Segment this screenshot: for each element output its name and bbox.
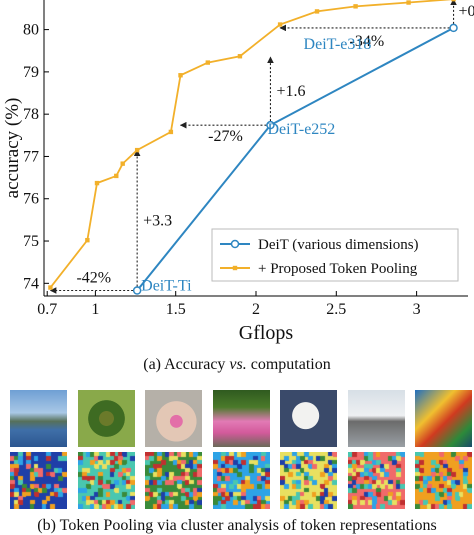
x-tick-label: 2.5: [326, 301, 346, 318]
legend-marker: [230, 239, 240, 249]
y-tick-label: 80: [23, 22, 39, 39]
data-point: [266, 120, 275, 130]
cluster-map: [10, 452, 67, 509]
photo-parrots: [415, 390, 472, 447]
data-point: [353, 4, 358, 9]
data-point: [451, 0, 456, 2]
y-tick-label: 79: [23, 64, 39, 81]
annotation-label: -42%: [76, 270, 111, 287]
data-point: [205, 60, 211, 65]
data-point: [237, 54, 243, 59]
photo-person-in-pink-tutu: [212, 390, 270, 447]
x-tick-label: 1: [91, 301, 99, 318]
x-tick-label: 3: [413, 301, 421, 318]
point-label: DeiT-Ti: [141, 278, 192, 295]
x-axis-label: Gflops: [239, 322, 294, 344]
photo-bicycle: [347, 390, 405, 447]
data-point: [132, 286, 142, 295]
data-point: [114, 173, 119, 179]
data-point: [449, 23, 458, 33]
cluster-map: [145, 452, 202, 509]
caption-b: (b) Token Pooling via cluster analysis o…: [37, 517, 437, 534]
image-strip: [10, 390, 474, 515]
y-tick-label: 75: [23, 233, 39, 250]
data-point: [120, 161, 125, 166]
photo-insect-on-leaf: [77, 390, 135, 447]
legend-marker: [232, 265, 238, 271]
x-tick-label: 2: [252, 301, 260, 318]
cluster-map: [77, 452, 135, 509]
data-point: [314, 9, 320, 14]
cluster-map: [212, 452, 270, 509]
cluster-map-canvas: [347, 452, 405, 509]
legend-label: + Proposed Token Pooling: [258, 261, 418, 277]
data-point: [178, 73, 183, 78]
y-tick-label: 74: [23, 275, 39, 292]
cluster-map-canvas: [212, 452, 270, 509]
y-tick-label: 78: [23, 106, 39, 123]
annotation-label: -34%: [349, 33, 384, 50]
cluster-map: [415, 452, 472, 509]
legend: DeiT (various dimensions) + Proposed Toke…: [211, 228, 459, 282]
accuracy-chart: 0.7 1 1.5 2 2.5 3 74 75 76 77 78 79 80 Gflops accuracy…: [2, 0, 474, 344]
y-tick-label: 77: [23, 148, 39, 165]
caption-a-italic: vs.: [229, 356, 247, 373]
cluster-map: [347, 452, 405, 509]
data-point: [85, 237, 90, 243]
cluster-map-canvas: [77, 452, 135, 509]
legend-box: [211, 228, 459, 282]
cluster-map-canvas: [10, 452, 67, 509]
annotation-label: +0.7: [459, 3, 474, 20]
cluster-map-canvas: [280, 452, 337, 509]
photo-lake-landscape: [10, 390, 67, 447]
x-tick-label: 1.5: [166, 301, 186, 318]
data-point: [168, 129, 174, 135]
cluster-map-canvas: [415, 452, 472, 509]
legend-label: DeiT (various dimensions): [258, 237, 419, 253]
photo-hand-with-lipstick: [145, 390, 202, 447]
y-axis-label: accuracy (%): [2, 98, 23, 199]
annotation-label: +3.3: [143, 212, 172, 229]
y-tick-label: 76: [23, 191, 39, 208]
data-point: [48, 285, 53, 290]
cluster-map-canvas: [145, 452, 202, 509]
caption-a: (a) Accuracy vs. computation: [0, 356, 474, 374]
data-point: [277, 22, 283, 27]
point-label: DeiT-e252: [267, 121, 335, 138]
photo-white-cockatoo: [280, 390, 337, 447]
x-tick-label: 0.7: [37, 301, 57, 318]
caption-a-text: (a) Accuracy: [143, 356, 230, 373]
caption-a-rest: computation: [246, 356, 331, 373]
data-point: [94, 180, 100, 186]
data-point: [406, 0, 411, 5]
annotation-label: +1.6: [276, 83, 305, 100]
cluster-map: [280, 452, 337, 509]
point-label: DeiT-e318: [304, 36, 372, 53]
annotation-label: -27%: [208, 128, 243, 145]
data-point: [134, 147, 140, 153]
